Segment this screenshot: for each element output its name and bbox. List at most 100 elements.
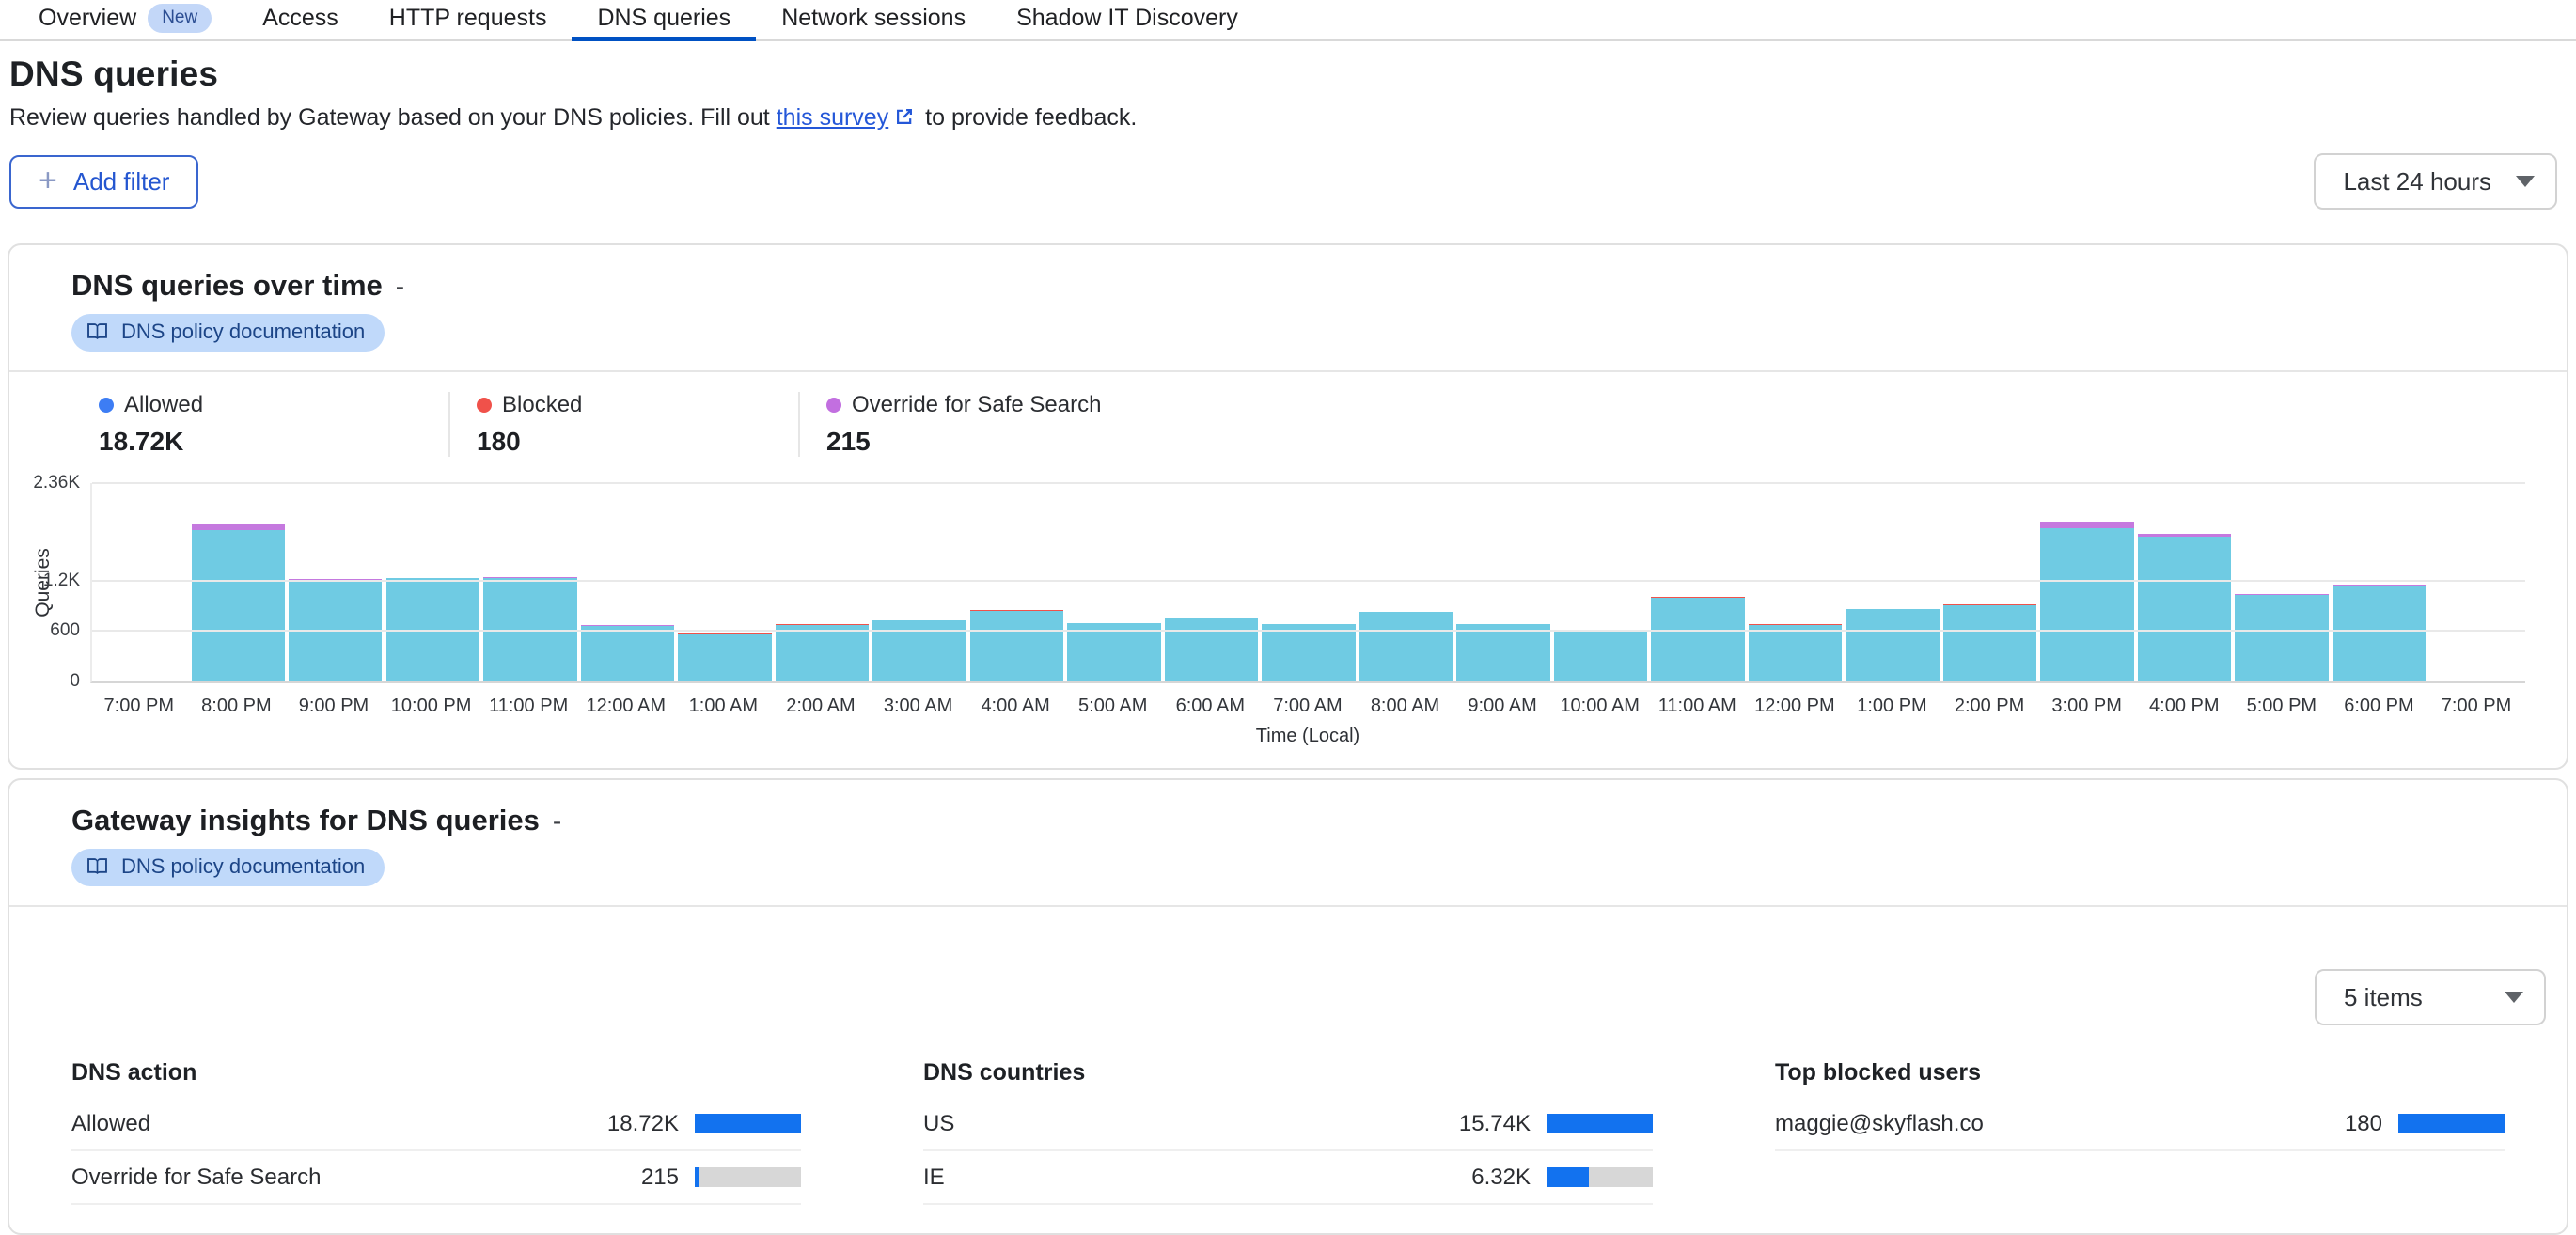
- x-axis-tick-label: 3:00 AM: [870, 696, 967, 717]
- stacked-bar-1-00-pm[interactable]: [1846, 609, 1939, 681]
- chart-bar-slot: [676, 483, 774, 681]
- items-count-select[interactable]: 5 items: [2315, 969, 2546, 1025]
- stacked-bar-6-00-am[interactable]: [1165, 618, 1258, 681]
- x-axis-tick-label: 8:00 PM: [188, 696, 286, 717]
- stacked-bar-4-00-pm[interactable]: [2138, 534, 2231, 681]
- allowed-segment: [1262, 624, 1355, 681]
- stacked-bar-12-00-am[interactable]: [581, 625, 674, 681]
- insights-card-header: Gateway insights for DNS queries- DNS po…: [9, 780, 2567, 905]
- card-divider: [9, 905, 2567, 907]
- x-axis-tick-label: 4:00 AM: [966, 696, 1064, 717]
- gridline: [92, 630, 2525, 632]
- chart-bar-slot: [1163, 483, 1261, 681]
- chart-bar-slot: [1065, 483, 1163, 681]
- row-name: maggie@skyflash.co: [1775, 1111, 2270, 1137]
- row-bar-fill: [2398, 1114, 2505, 1133]
- row-name: Override for Safe Search: [71, 1165, 566, 1191]
- row-value: 6.32K: [1418, 1165, 1531, 1191]
- chart-bar-slot: [774, 483, 872, 681]
- stacked-bar-5-00-pm[interactable]: [2235, 594, 2328, 681]
- insights-card-title: Gateway insights for DNS queries-: [71, 804, 2567, 837]
- allowed-segment: [2333, 586, 2426, 681]
- x-axis-tick-label: 2:00 PM: [1940, 696, 2038, 717]
- stacked-bar-11-00-am[interactable]: [1651, 597, 1744, 681]
- allowed-segment: [1943, 605, 2036, 681]
- x-axis-tick-label: 8:00 AM: [1357, 696, 1454, 717]
- table-header: DNS action: [71, 1059, 801, 1098]
- stacked-bar-2-00-pm[interactable]: [1943, 604, 2036, 681]
- add-filter-label: Add filter: [73, 167, 170, 196]
- chart-card-title-text: DNS queries over time: [71, 269, 383, 302]
- time-range-value: Last 24 hours: [2343, 167, 2491, 196]
- legend-value: 18.72K: [99, 427, 448, 457]
- allowed-segment: [192, 530, 285, 681]
- stacked-bar-3-00-pm[interactable]: [2040, 522, 2133, 681]
- stacked-bar-8-00-pm[interactable]: [192, 524, 285, 681]
- chart-bar-slot: [1649, 483, 1747, 681]
- filter-toolbar: + Add filter Last 24 hours: [0, 153, 2576, 210]
- tab-network-sessions[interactable]: Network sessions: [756, 0, 991, 41]
- x-axis-tick-label: 11:00 AM: [1649, 696, 1747, 717]
- x-axis-tick-label: 2:00 AM: [772, 696, 870, 717]
- stacked-bar-2-00-am[interactable]: [776, 624, 869, 681]
- allowed-segment: [1456, 624, 1549, 681]
- time-range-select[interactable]: Last 24 hours: [2314, 153, 2557, 210]
- allowed-segment: [1554, 631, 1647, 681]
- stacked-bar-10-00-am[interactable]: [1554, 631, 1647, 681]
- allowed-segment: [970, 611, 1063, 681]
- row-bar-track: [695, 1114, 801, 1133]
- chart-bar-slot: [2233, 483, 2331, 681]
- dns-policy-documentation-badge[interactable]: DNS policy documentation: [71, 314, 385, 352]
- allowed-segment: [1359, 612, 1453, 681]
- add-filter-button[interactable]: + Add filter: [9, 155, 198, 209]
- stacked-bar-12-00-pm[interactable]: [1749, 624, 1842, 681]
- tab-shadow-it-discovery[interactable]: Shadow IT Discovery: [991, 0, 1264, 41]
- tab-label: DNS queries: [597, 5, 730, 32]
- y-axis-tick-label: 600: [50, 620, 80, 641]
- chart-bar-slot: [1454, 483, 1552, 681]
- x-axis-tick-label: 11:00 PM: [479, 696, 577, 717]
- stacked-bar-7-00-am[interactable]: [1262, 624, 1355, 681]
- y-axis-tick-label: 0: [70, 671, 80, 692]
- tab-dns-queries[interactable]: DNS queries: [572, 0, 756, 41]
- gateway-insights-card: Gateway insights for DNS queries- DNS po…: [8, 778, 2568, 1235]
- dns-queries-over-time-card: DNS queries over time- DNS policy docume…: [8, 243, 2568, 770]
- stacked-bar-9-00-am[interactable]: [1456, 624, 1549, 681]
- chart-bar-slot: [1844, 483, 1941, 681]
- chart-bar-slot: [871, 483, 968, 681]
- chart-bar-slot: [190, 483, 288, 681]
- x-axis-title: Time (Local): [90, 726, 2525, 747]
- tab-label: HTTP requests: [389, 5, 547, 32]
- book-icon: [86, 857, 109, 877]
- stacked-bar-6-00-pm[interactable]: [2333, 585, 2426, 681]
- stacked-bar-4-00-am[interactable]: [970, 610, 1063, 681]
- allowed-segment: [2138, 537, 2231, 681]
- y-axis-tick-label: 2.36K: [33, 473, 80, 493]
- tab-http-requests[interactable]: HTTP requests: [364, 0, 573, 41]
- row-bar-fill: [1547, 1114, 1653, 1133]
- stacked-bar-1-00-am[interactable]: [678, 633, 771, 681]
- chart-bar-slot: [481, 483, 579, 681]
- x-axis-tick-label: 7:00 AM: [1259, 696, 1357, 717]
- dns-policy-documentation-badge[interactable]: DNS policy documentation: [71, 849, 385, 886]
- x-axis-tick-label: 6:00 AM: [1162, 696, 1260, 717]
- x-axis-tick-label: 5:00 AM: [1064, 696, 1162, 717]
- x-axis-tick-label: 4:00 PM: [2135, 696, 2233, 717]
- tab-access[interactable]: Access: [237, 0, 364, 41]
- survey-link[interactable]: this survey: [777, 104, 888, 131]
- doc-badge-label: DNS policy documentation: [121, 854, 365, 879]
- x-axis-tick-label: 1:00 PM: [1844, 696, 1941, 717]
- stacked-bar-8-00-am[interactable]: [1359, 612, 1453, 681]
